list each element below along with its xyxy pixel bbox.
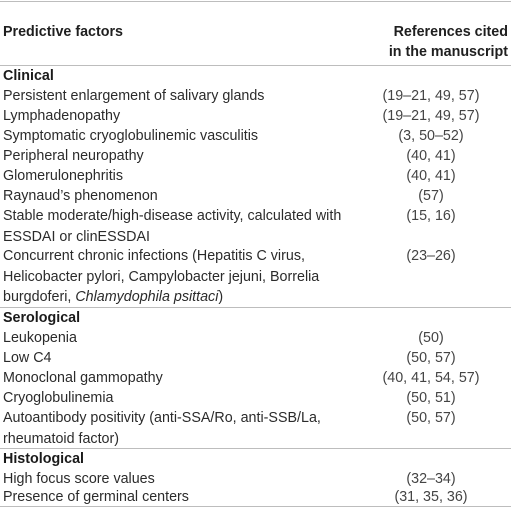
refs-cell: (3, 50–52) <box>398 128 464 144</box>
header-references-line2: in the manuscript <box>388 44 508 60</box>
section-label: Histological <box>3 451 85 467</box>
refs-cell: (40, 41) <box>406 168 456 184</box>
header-references-line1: References cited <box>393 24 508 40</box>
factor-cell: Lymphadenopathy <box>3 108 121 124</box>
factor-cell: Symptomatic cryoglobulinemic vasculitis <box>3 128 259 144</box>
refs-cell: (15, 16) <box>406 208 456 224</box>
refs-cell: (57) <box>418 188 444 204</box>
factor-cell: Stable moderate/high-disease activity, c… <box>3 206 358 247</box>
factor-cell: Leukopenia <box>3 330 77 346</box>
factor-text: ) <box>218 289 224 305</box>
factor-cell: High focus score values <box>3 471 155 487</box>
refs-cell: (40, 41, 54, 57) <box>382 370 480 386</box>
header-rule <box>0 65 511 66</box>
section-label: Serological <box>3 310 81 326</box>
factor-cell: Presence of germinal centers <box>3 489 189 505</box>
refs-cell: (19–21, 49, 57) <box>382 108 480 124</box>
factor-cell: Concurrent chronic infections (Hepatitis… <box>3 246 358 308</box>
factor-cell: Monoclonal gammopathy <box>3 370 163 386</box>
refs-cell: (32–34) <box>406 471 456 487</box>
section-rule <box>0 448 511 449</box>
factor-cell: Raynaud’s phenomenon <box>3 188 158 204</box>
refs-cell: (40, 41) <box>406 148 456 164</box>
factor-cell: Low C4 <box>3 350 52 366</box>
section-rule <box>0 307 511 308</box>
header-predictive-factors: Predictive factors <box>3 24 123 40</box>
refs-cell: (19–21, 49, 57) <box>382 88 480 104</box>
factor-line: Concurrent chronic infections (Hepatitis… <box>3 248 305 264</box>
factor-line: Helicobacter pylori, Campylobacter jejun… <box>3 268 320 285</box>
factor-line: Stable moderate/high-disease activity, c… <box>3 208 342 224</box>
top-rule <box>0 1 511 2</box>
factor-line: rheumatoid factor) <box>3 430 120 447</box>
factor-line: Autoantibody positivity (anti-SSA/Ro, an… <box>3 410 321 426</box>
factor-cell: Cryoglobulinemia <box>3 390 114 406</box>
factor-cell: Autoantibody positivity (anti-SSA/Ro, an… <box>3 408 358 449</box>
factor-cell: Peripheral neuropathy <box>3 148 144 164</box>
factor-text: burgdoferi, <box>3 289 76 305</box>
factor-line: burgdoferi, Chlamydophila psittaci) <box>3 287 358 308</box>
refs-cell: (50) <box>418 330 444 346</box>
refs-cell: (23–26) <box>406 248 456 264</box>
factor-cell: Glomerulonephritis <box>3 168 123 184</box>
section-label: Clinical <box>3 68 54 84</box>
refs-cell: (50, 51) <box>406 390 456 406</box>
refs-cell: (31, 35, 36) <box>394 489 468 505</box>
factor-italic-text: Chlamydophila psittaci <box>75 289 219 305</box>
factor-line: ESSDAI or clinESSDAI <box>3 228 150 245</box>
refs-cell: (50, 57) <box>406 350 456 366</box>
refs-cell: (50, 57) <box>406 410 456 426</box>
factor-cell: Persistent enlargement of salivary gland… <box>3 88 265 104</box>
